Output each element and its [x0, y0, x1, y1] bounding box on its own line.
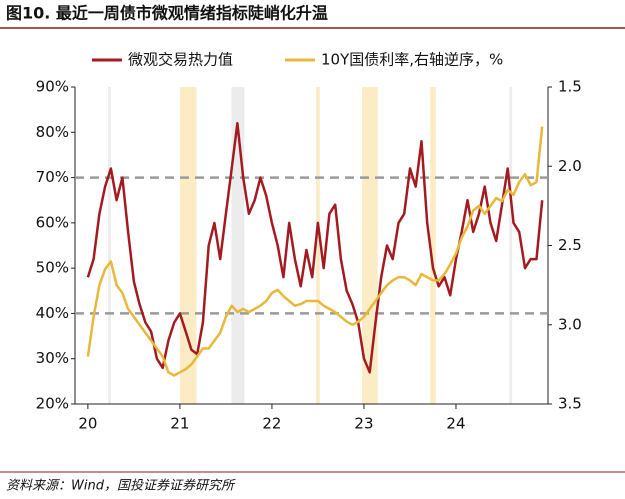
y-tick-label: 30% — [36, 349, 69, 367]
y2-tick-label: 2.5 — [558, 236, 582, 254]
shaded-period — [179, 87, 197, 404]
shaded-period — [362, 87, 378, 404]
y2-tick-label: 1.5 — [558, 78, 582, 96]
chart-title: 图10. 最近一周债市微观情绪指标陡峭化升温 — [6, 4, 328, 23]
source: 资料来源：Wind，国投证券证券研究所 — [6, 478, 236, 494]
x-tick-label: 22 — [262, 415, 281, 433]
y-tick-label: 90% — [36, 78, 69, 96]
y2-tick-label: 3.5 — [558, 395, 582, 413]
y-tick-label: 60% — [36, 213, 69, 231]
series-line — [86, 126, 544, 377]
y2-tick-label: 3.0 — [558, 315, 582, 333]
shaded-period — [316, 87, 320, 404]
y-tick-label: 20% — [36, 395, 69, 413]
x-tick-label: 21 — [170, 415, 189, 433]
series-line — [86, 121, 544, 374]
shaded-period — [430, 87, 436, 404]
y-tick-label: 80% — [36, 123, 69, 141]
y-tick-label: 70% — [36, 168, 69, 186]
shaded-period — [108, 87, 111, 404]
y-tick-label: 50% — [36, 259, 69, 277]
y-tick-label: 40% — [36, 304, 69, 322]
x-tick-label: 24 — [446, 415, 465, 433]
legend-label: 微观交易热力值 — [128, 51, 233, 69]
x-tick-label: 23 — [354, 415, 373, 433]
y2-tick-label: 2.0 — [558, 157, 582, 175]
x-tick-label: 20 — [78, 415, 97, 433]
legend-label: 10Y国债利率,右轴逆序，% — [321, 51, 503, 69]
shaded-period — [509, 87, 513, 404]
